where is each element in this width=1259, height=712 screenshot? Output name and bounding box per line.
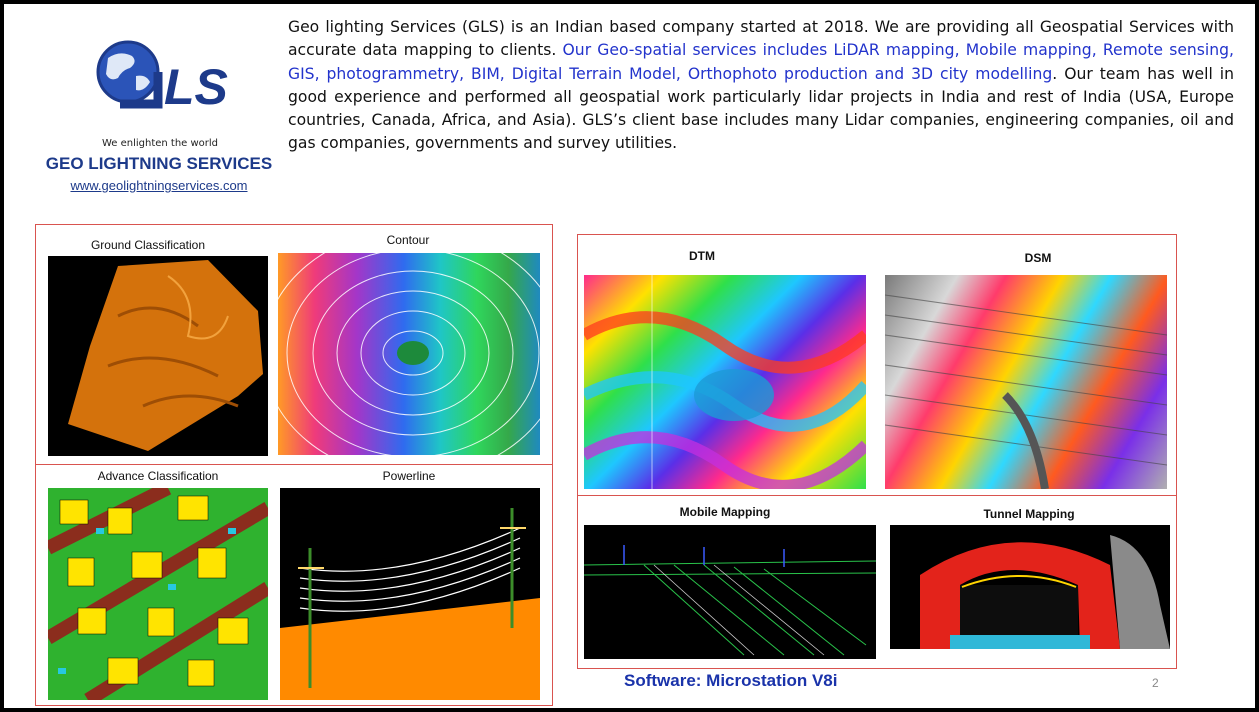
company-name: GEO LIGHTNING SERVICES [45, 154, 273, 173]
logo-tagline: We enlighten the world [101, 138, 219, 149]
intro-paragraph: Geo lighting Services (GLS) is an Indian… [288, 16, 1234, 156]
caption-mobile-mapping: Mobile Mapping [679, 505, 771, 519]
caption-advance-classification: Advance Classification [97, 469, 219, 483]
software-label: Software: Microstation V8i [624, 671, 838, 690]
intro-text-1: Geo lighting Services (GLS) is an Indian… [288, 18, 1234, 60]
caption-dtm: DTM [689, 249, 715, 263]
caption-tunnel-mapping: Tunnel Mapping [983, 507, 1075, 521]
intro-text-2: . Our team has well in good experience a… [288, 64, 1234, 153]
panel-divider [36, 464, 552, 465]
page-number: 2 [1152, 676, 1159, 690]
slide: LS We enlighten the world GEO LIGHTNING … [4, 4, 1255, 708]
powerline-image [280, 488, 540, 700]
panel-divider [578, 495, 1176, 496]
caption-dsm: DSM [1024, 251, 1052, 265]
website-link[interactable]: www.geolightningservices.com [70, 178, 248, 193]
contour-image [278, 253, 540, 455]
caption-powerline: Powerline [382, 469, 436, 483]
caption-ground-classification: Ground Classification [90, 238, 206, 252]
services-highlight: Our Geo-spatial services includes LiDAR … [288, 41, 1234, 83]
ground-classification-image [48, 256, 268, 456]
tunnel-mapping-image [890, 525, 1170, 649]
svg-text:LS: LS [164, 59, 228, 115]
lidar-classification-panel: Ground Classification Contour [35, 224, 553, 706]
gls-globe-logo-icon: LS [96, 40, 228, 115]
mobile-mapping-image [584, 525, 876, 659]
company-logo: LS We enlighten the world GEO LIGHTNING … [34, 28, 284, 198]
dsm-image [885, 275, 1167, 489]
advance-classification-image [48, 488, 268, 700]
caption-contour: Contour [386, 233, 430, 247]
elevation-mapping-panel: DTM DSM Mobile Ma [577, 234, 1177, 669]
dtm-image [584, 275, 866, 489]
